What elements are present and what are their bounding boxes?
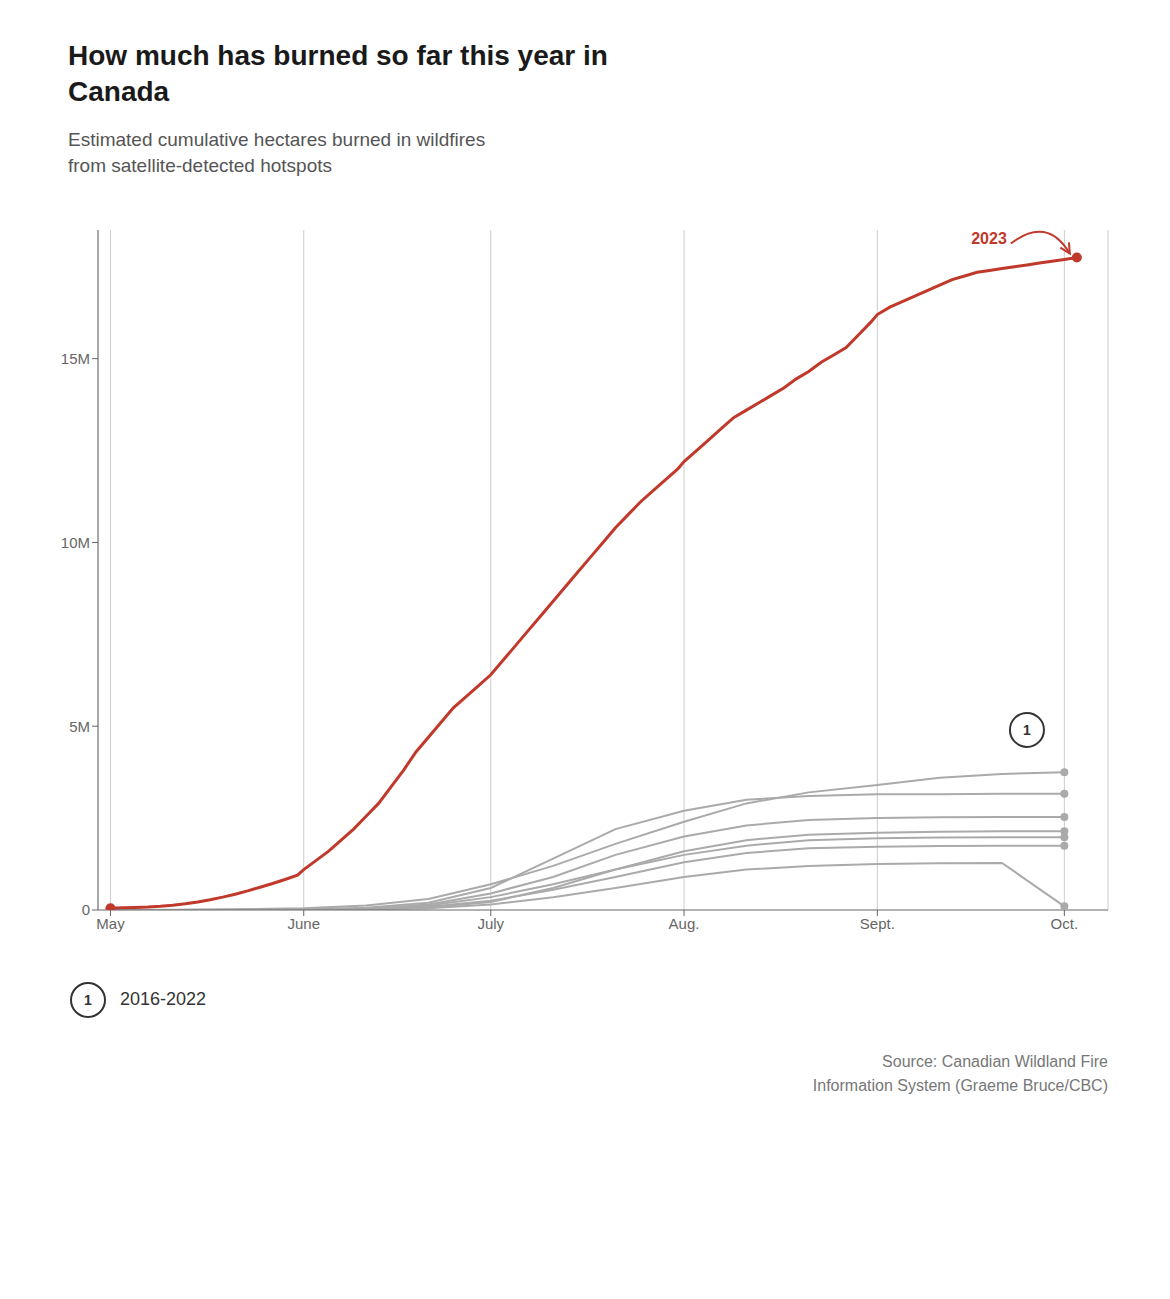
svg-text:Oct.: Oct. [1051,915,1079,932]
svg-text:15M: 15M [61,350,90,367]
svg-text:2023: 2023 [971,230,1007,247]
svg-text:1: 1 [1023,722,1031,738]
html-text:Source: Canadian Wildland Fire: Source: Canadian Wildland Fire [882,1053,1108,1070]
svg-text:1: 1 [84,992,92,1008]
svg-text:10M: 10M [61,534,90,551]
html-text:Estimated cumulative hectares: Estimated cumulative hectares burned in … [68,128,486,150]
html-text:Information System (Graeme Bru: Information System (Graeme Bruce/CBC) [812,1077,1108,1094]
svg-text:May: May [96,915,125,932]
svg-text:June: June [287,915,320,932]
html-text:How much has burned so far thi: How much has burned so far this year in [68,40,608,71]
svg-text:July: July [477,915,504,932]
svg-text:5M: 5M [69,718,90,735]
svg-text:0: 0 [82,901,90,918]
svg-text:Aug.: Aug. [669,915,700,932]
svg-text:Sept.: Sept. [860,915,895,932]
html-text:2016-2022: 2016-2022 [120,989,207,1010]
html-text:Canada: Canada [68,76,170,108]
html-text:from satellite-detected hotspo: from satellite-detected hotspots [68,155,332,177]
